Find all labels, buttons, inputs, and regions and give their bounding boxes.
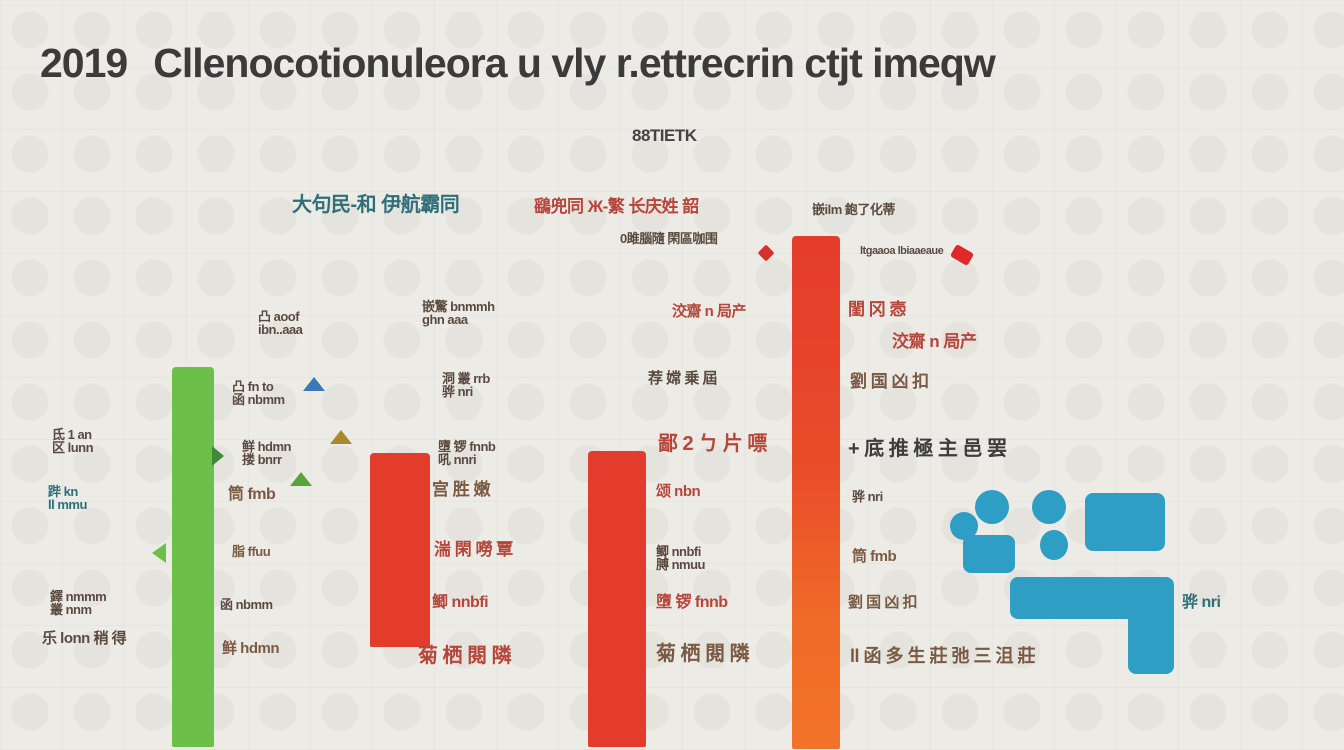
pointer-darkgreen-icon	[212, 446, 224, 466]
blue-circle-4-icon	[1040, 530, 1068, 560]
bar-1-green	[172, 367, 214, 747]
c3-label: 墮 锣 fnnb 吼 nnri	[438, 439, 496, 467]
far-left-label-3: 鐸 nmmm 叢 nnm	[50, 589, 107, 617]
subtitle: 88TIETK	[632, 126, 697, 145]
l1-label: 凸 fn to 函 nbmm	[232, 379, 285, 407]
c2-label: 洞 叢 rrb 骅 nri	[442, 371, 490, 399]
c6-label: 鲫 nnbfi	[432, 594, 489, 611]
r9-label: 骅 nri	[1182, 594, 1221, 611]
r5-label: 骅 nri	[852, 489, 883, 504]
bar-3-red	[588, 451, 646, 747]
far-left-label-4: 乐 lonn 稍 得	[42, 630, 127, 647]
title-text: Cllenocotionuleora u vly r.ettrecrin ctj…	[153, 40, 996, 86]
triangle-marker-blue-icon	[303, 377, 325, 391]
far-left-label-2: 跸 kn ll mmu	[48, 484, 87, 512]
l2-label: 鲜 hdmn 搂 bnrr	[242, 439, 292, 467]
c7-label: 菊 栖 閱 隣	[418, 645, 512, 667]
page-title: 2019 Cllenocotionuleora u vly r.ettrecrin…	[40, 40, 1320, 87]
blue-circle-2-icon	[1032, 490, 1066, 524]
l4-label: 脂 ffuu	[232, 544, 271, 559]
g1-label: 凸 aoof ibn..aaa	[258, 309, 303, 337]
c4-label: 宫 胜 嫩	[432, 480, 490, 499]
blue-block-2-icon	[1085, 493, 1165, 551]
r7-label: 劉 国 凶 扣	[848, 594, 918, 611]
right-top-sub: ltgaaoa lbiaaeaue	[860, 245, 944, 257]
c9-label: 荐 嫦 乗 屆	[648, 370, 718, 387]
pointer-green-icon	[152, 543, 166, 563]
blue-circle-1-icon	[975, 490, 1009, 524]
l3-label: 筒 fmb	[228, 486, 276, 503]
c8-label: 洨齋 n 局产	[672, 303, 747, 320]
c14-label: 菊 栖 閱 隣	[656, 643, 750, 665]
c5-label: 湍 閑 嘮 覃	[434, 540, 513, 559]
r6-label: 筒 fmb	[852, 548, 897, 565]
r3-label: 劉 国 凶 扣	[850, 372, 929, 391]
bar-4-orange	[792, 236, 840, 749]
l6-label: 鲜 hdmn	[222, 640, 280, 657]
r2-label: 洨齋 n 局产	[892, 332, 977, 351]
r4-label: + 底 推 極 主 邑 罢	[848, 438, 1007, 460]
blue-block-4-icon	[1128, 600, 1174, 674]
l5-label: 函 nbmm	[220, 597, 273, 612]
far-left-label-1: 氐 1 an 区 lunn	[52, 427, 94, 455]
title-year: 2019	[40, 40, 128, 86]
c12-label: 鲫 nnbfi 膊 nmuu	[656, 544, 706, 572]
heading-red: 鷂兜同 Ж-繁 长庆姓 韶	[534, 197, 699, 216]
triangle-marker-gold-icon	[330, 430, 352, 444]
c11-label: 颂 nbn	[656, 483, 701, 500]
r8-label: ll 函 多 生 莊 弛 三 沮 莊	[850, 646, 1036, 666]
heading-teal: 大句民-和 伊航霸同	[292, 194, 460, 216]
triangle-marker-green-icon	[290, 472, 312, 486]
c1-label: 嵌驚 bnmmh ghn aaa	[422, 299, 495, 327]
bar-2-red	[370, 453, 430, 647]
r1-label: 閨 冈 悫	[848, 300, 906, 319]
right-top-label: 嵌ilm 鉋了化蒂	[812, 202, 895, 217]
c13-label: 墮 锣 fnnb	[656, 594, 728, 611]
blue-block-1-icon	[963, 535, 1015, 573]
heading-sub: 0雎腦隨 閑區咖围	[620, 231, 718, 246]
c10-label: 鄙 2 ㄅ 片 嘌	[658, 433, 767, 455]
